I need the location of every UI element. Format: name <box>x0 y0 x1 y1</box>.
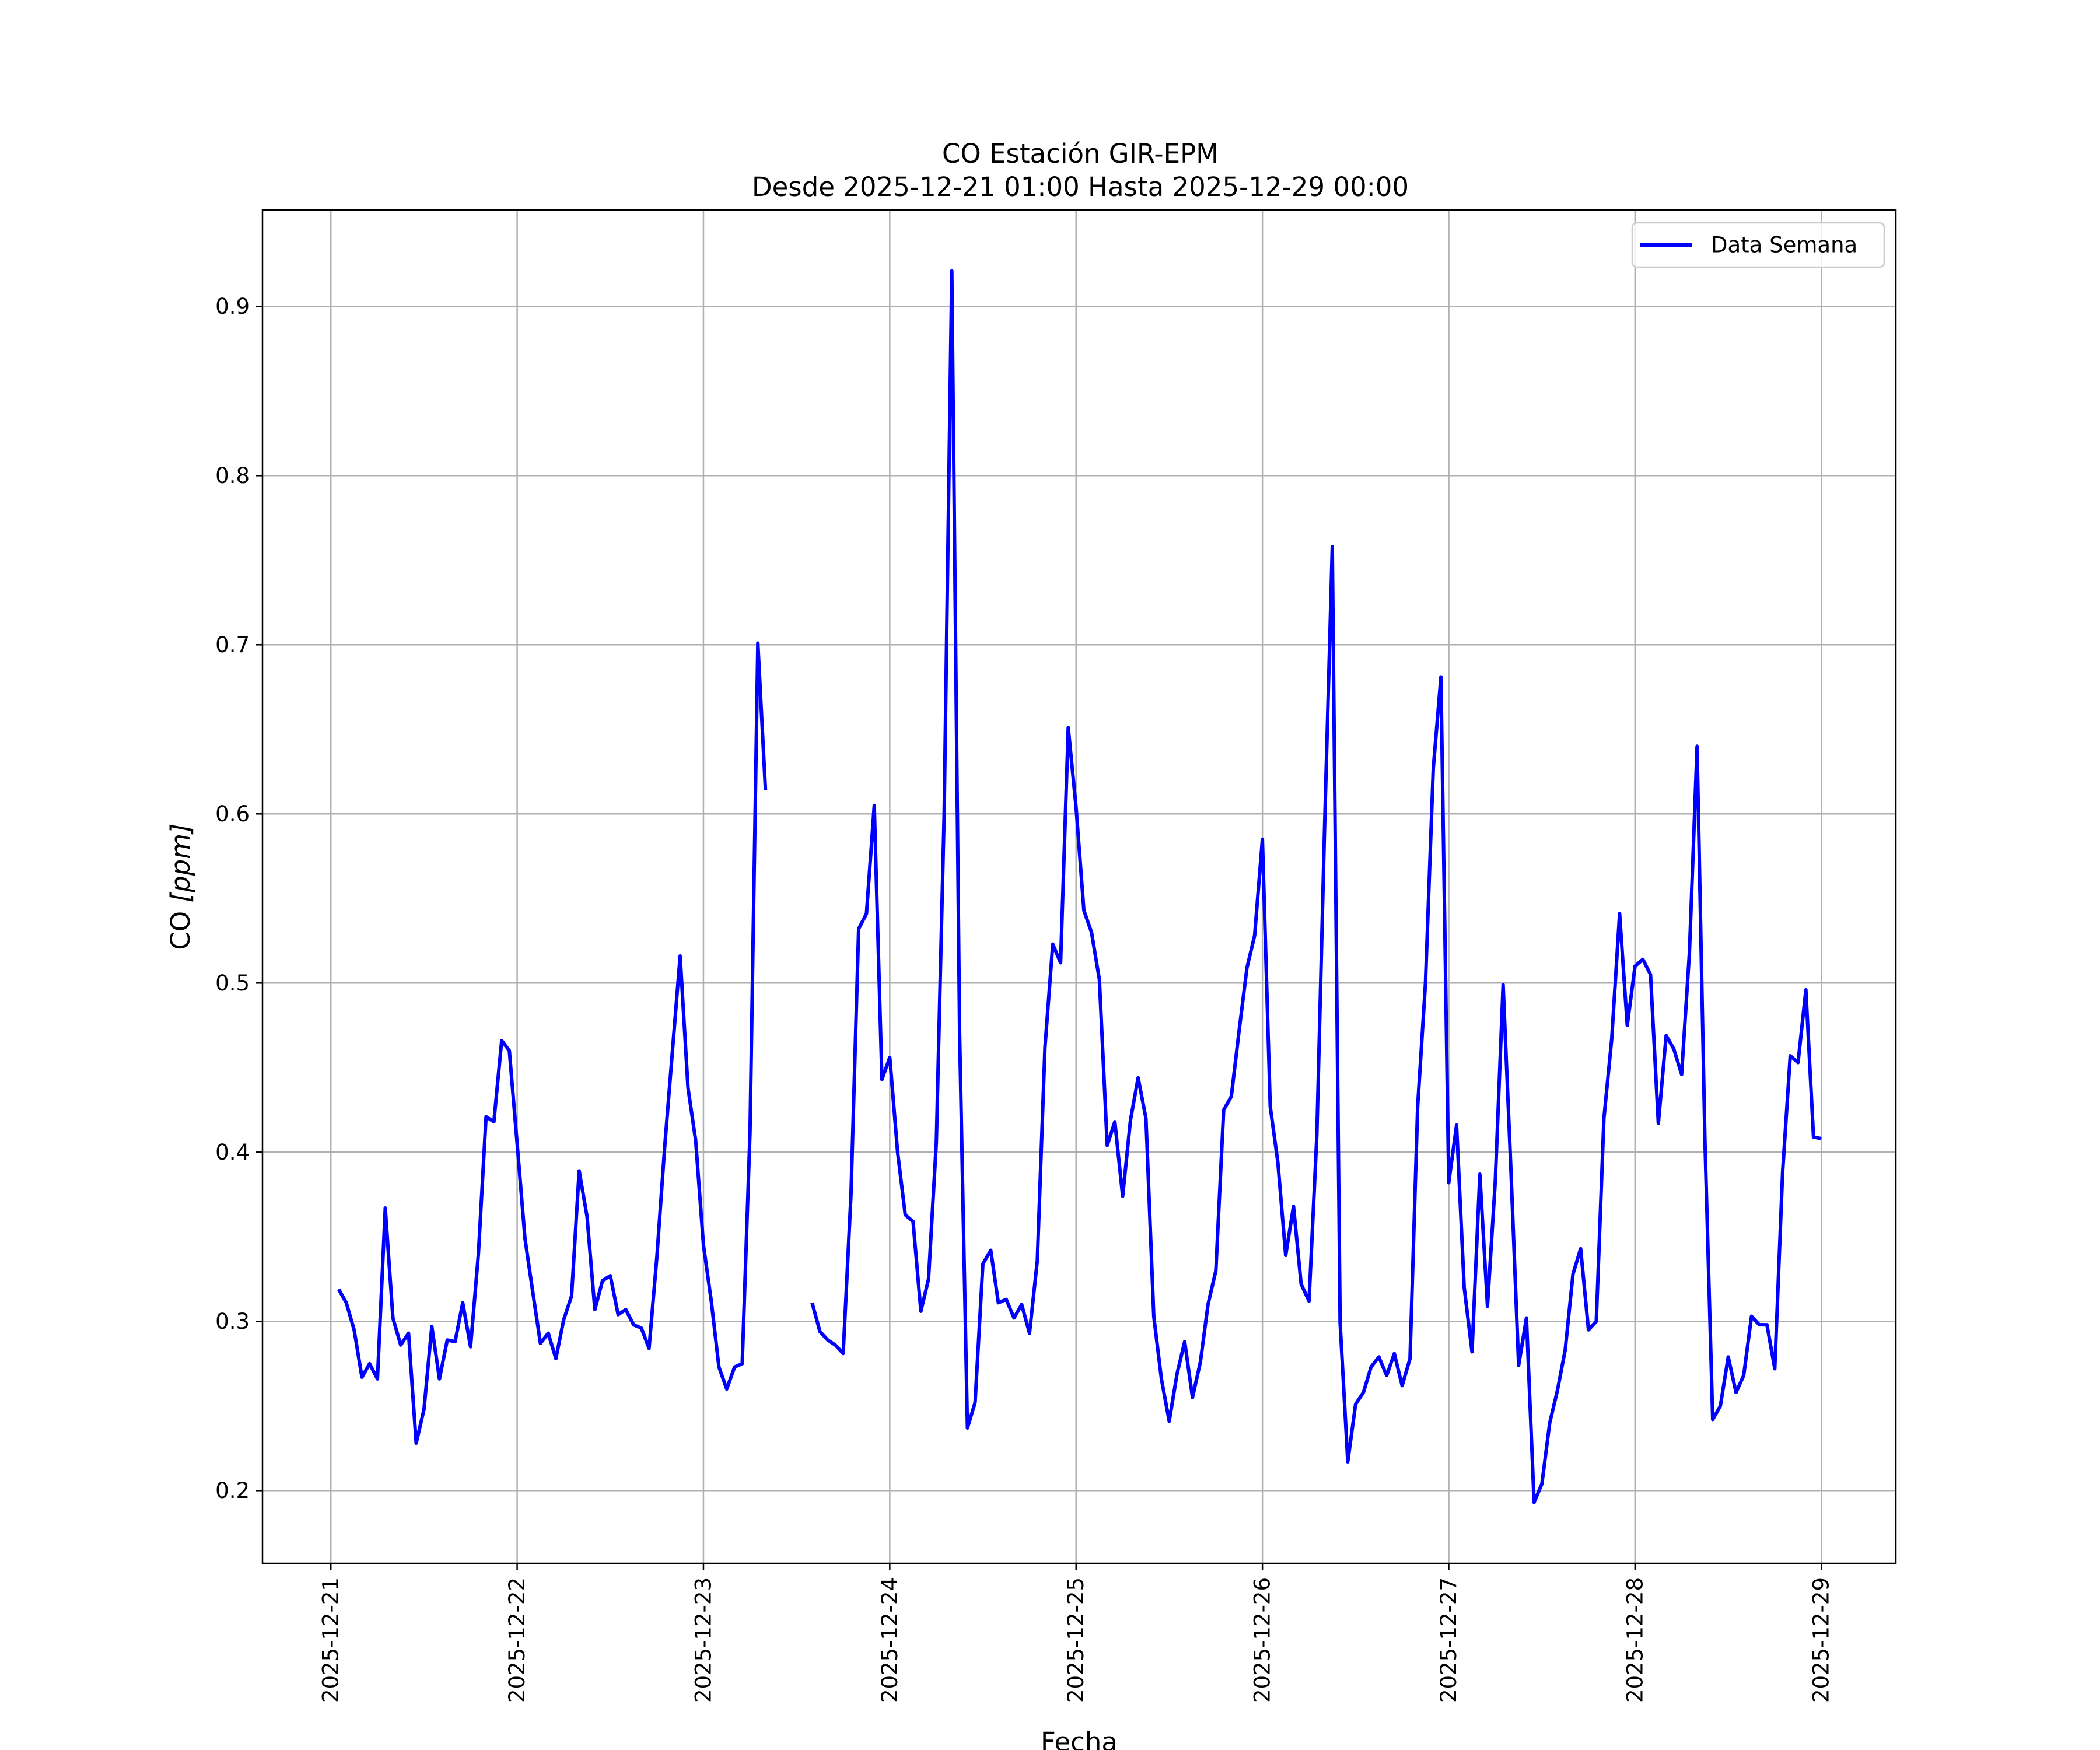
series-line-data-semana <box>337 269 1822 1504</box>
y-axis-label: CO [ppm] <box>165 823 196 950</box>
legend: Data Semana <box>1631 222 1885 268</box>
y-tick-label: 0.5 <box>215 971 250 996</box>
x-axis-label: Fecha <box>1041 1727 1118 1750</box>
x-tick-label: 2025-12-27 <box>1436 1577 1461 1703</box>
legend-box <box>1631 222 1885 268</box>
legend-label: Data Semana <box>1711 233 1857 258</box>
y-axis-label-unit: [ppm] <box>165 823 196 902</box>
y-tick-label: 0.2 <box>215 1478 250 1503</box>
x-tick-label: 2025-12-28 <box>1622 1577 1647 1703</box>
x-axis-ticks: 2025-12-21 2025-12-22 2025-12-23 2025-12-24… <box>318 1563 1834 1703</box>
y-tick-label: 0.4 <box>215 1140 250 1165</box>
y-tick-label: 0.8 <box>215 463 250 488</box>
chart-title: CO Estación GIR-EPM <box>942 138 1219 169</box>
plot-frame <box>261 209 1897 1564</box>
y-tick-label: 0.3 <box>215 1309 250 1334</box>
x-tick-label: 2025-12-24 <box>877 1577 902 1703</box>
x-tick-label: 2025-12-25 <box>1063 1577 1088 1703</box>
x-tick-label: 2025-12-21 <box>318 1577 344 1703</box>
x-tick-label: 2025-12-22 <box>505 1577 530 1703</box>
y-tick-label: 0.6 <box>215 802 250 827</box>
x-tick-label: 2025-12-26 <box>1250 1577 1275 1703</box>
x-tick-label: 2025-12-23 <box>691 1577 716 1703</box>
series-group <box>337 269 1822 1504</box>
y-axis-ticks: 0.2 0.3 0.4 0.5 0.6 0.7 0.8 0.9 <box>215 294 262 1503</box>
x-tick-label: 2025-12-29 <box>1809 1577 1834 1703</box>
y-tick-label: 0.7 <box>215 632 250 657</box>
grid-lines <box>262 210 1896 1563</box>
y-tick-label: 0.9 <box>215 294 250 319</box>
chart-subtitle: Desde 2025-12-21 01:00 Hasta 2025-12-29 … <box>752 172 1409 202</box>
y-axis-label-main: CO <box>165 902 196 950</box>
